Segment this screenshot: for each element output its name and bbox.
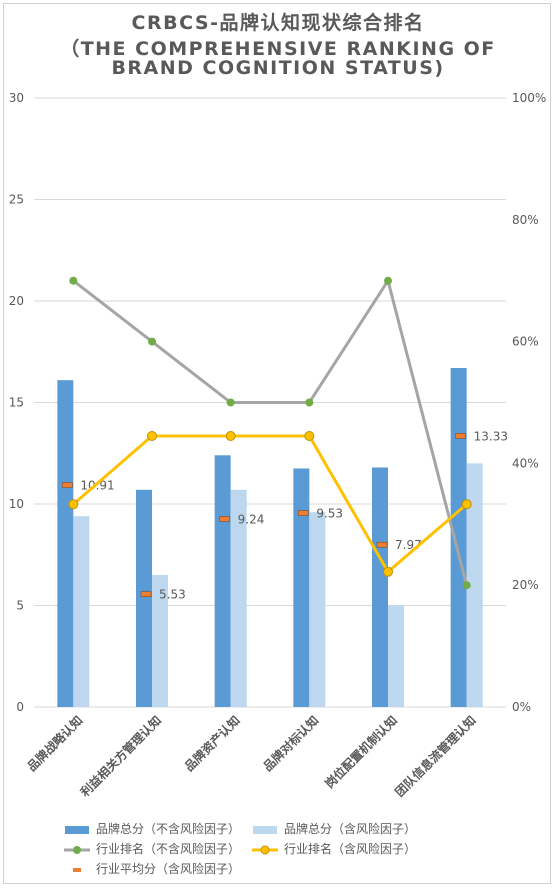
bar-score-excl-risk	[57, 380, 74, 707]
industry-average-marker	[376, 541, 388, 548]
rank-incl-risk-point	[147, 430, 157, 441]
y-left-tick-label: 30	[9, 91, 24, 105]
bar-score-incl-risk	[230, 489, 247, 707]
industry-average-data-label: 5.53	[159, 588, 186, 602]
rank-incl-risk-point	[461, 499, 472, 510]
legend-item: 品牌总分（不含风险因子）	[62, 820, 240, 838]
bar-score-incl-risk	[309, 512, 326, 707]
bar-score-excl-risk	[293, 468, 310, 707]
industry-average-data-label: 13.33	[474, 429, 508, 443]
industry-average-marker	[140, 591, 152, 597]
legend-item: 行业排名（不含风险因子）	[62, 840, 240, 858]
industry-average-data-label: 9.24	[238, 512, 265, 526]
y-right-tick-label: 20%	[512, 578, 539, 592]
rank-incl-risk-point	[68, 499, 79, 510]
legend-swatch	[252, 845, 278, 854]
industry-average-marker	[62, 482, 73, 488]
industry-average-marker	[219, 516, 230, 522]
bar-score-incl-risk	[73, 516, 90, 707]
line-rank-excl-risk	[72, 277, 469, 586]
legend-label: 品牌总分（含风险因子）	[284, 822, 417, 836]
rank-excl-risk-point	[69, 276, 78, 285]
legend-swatch	[253, 825, 277, 834]
bar-score-excl-risk	[450, 367, 467, 707]
y-right-tick-label: 0%	[512, 700, 531, 714]
legend-item: 行业排名（含风险因子）	[250, 840, 416, 858]
bar-score-excl-risk	[372, 467, 388, 707]
rank-excl-risk-point	[148, 337, 156, 346]
chart-title-line-3: BRAND COGNITION STATUS)	[111, 57, 445, 79]
rank-excl-risk-point	[226, 398, 235, 407]
bar-score-excl-risk	[136, 489, 152, 707]
y-left-tick-label: 10	[9, 497, 24, 511]
legend-swatch	[64, 845, 90, 854]
legend-label: 品牌总分（不含风险因子）	[96, 822, 241, 836]
bar-score-incl-risk	[388, 605, 404, 707]
y-left-tick-label: 20	[9, 294, 24, 308]
y-left-tick-label: 15	[9, 396, 24, 410]
y-right-tick-label: 60%	[512, 335, 539, 349]
industry-average-marker	[298, 510, 309, 516]
line-rank-incl-risk	[72, 434, 468, 575]
chart-frame	[3, 3, 551, 884]
chart-title-line-2: （THE COMPREHENSIVE RANKING OF	[60, 38, 496, 60]
legend-label: 行业排名（含风险因子）	[284, 842, 417, 856]
industry-average-data-label: 10.91	[80, 479, 114, 493]
legend-label: 行业平均分（含风险因子）	[96, 862, 241, 876]
x-category-label: 品牌战略认知	[24, 713, 86, 775]
rank-incl-risk-point	[225, 430, 236, 441]
industry-average-data-label: 9.53	[316, 507, 343, 521]
chart-title-line-1: CRBCS-品牌认知现状综合排名	[131, 12, 425, 34]
x-category-label: 岗位配置机制认知	[322, 713, 400, 791]
y-left-tick-label: 5	[16, 599, 24, 613]
x-category-label: 品牌资产认知	[181, 713, 243, 775]
y-right-tick-label: 100%	[512, 91, 546, 105]
rank-incl-risk-point	[304, 430, 315, 441]
x-category-label: 品牌对标认知	[260, 713, 322, 775]
bar-score-incl-risk	[466, 463, 483, 707]
rank-excl-risk-point	[384, 276, 392, 285]
x-category-label: 团队信息流管理认知	[392, 713, 479, 800]
y-left-tick-label: 25	[9, 193, 24, 207]
y-right-tick-label: 40%	[512, 456, 539, 470]
rank-incl-risk-point	[383, 566, 393, 577]
legend-label: 行业排名（不含风险因子）	[96, 842, 241, 856]
legend-swatch	[73, 867, 81, 872]
bar-score-excl-risk	[214, 455, 231, 707]
rank-excl-risk-point	[462, 581, 471, 590]
y-left-tick-label: 0	[16, 700, 24, 714]
legend-item: 品牌总分（含风险因子）	[250, 820, 416, 838]
industry-average-marker	[455, 433, 466, 439]
bar-score-incl-risk	[152, 575, 168, 707]
x-category-label: 利益相关方管理认知	[77, 713, 164, 800]
legend-item: 行业平均分（含风险因子）	[62, 860, 240, 878]
y-right-tick-label: 80%	[512, 213, 539, 227]
rank-excl-risk-point	[305, 398, 314, 407]
legend-swatch	[65, 825, 89, 834]
